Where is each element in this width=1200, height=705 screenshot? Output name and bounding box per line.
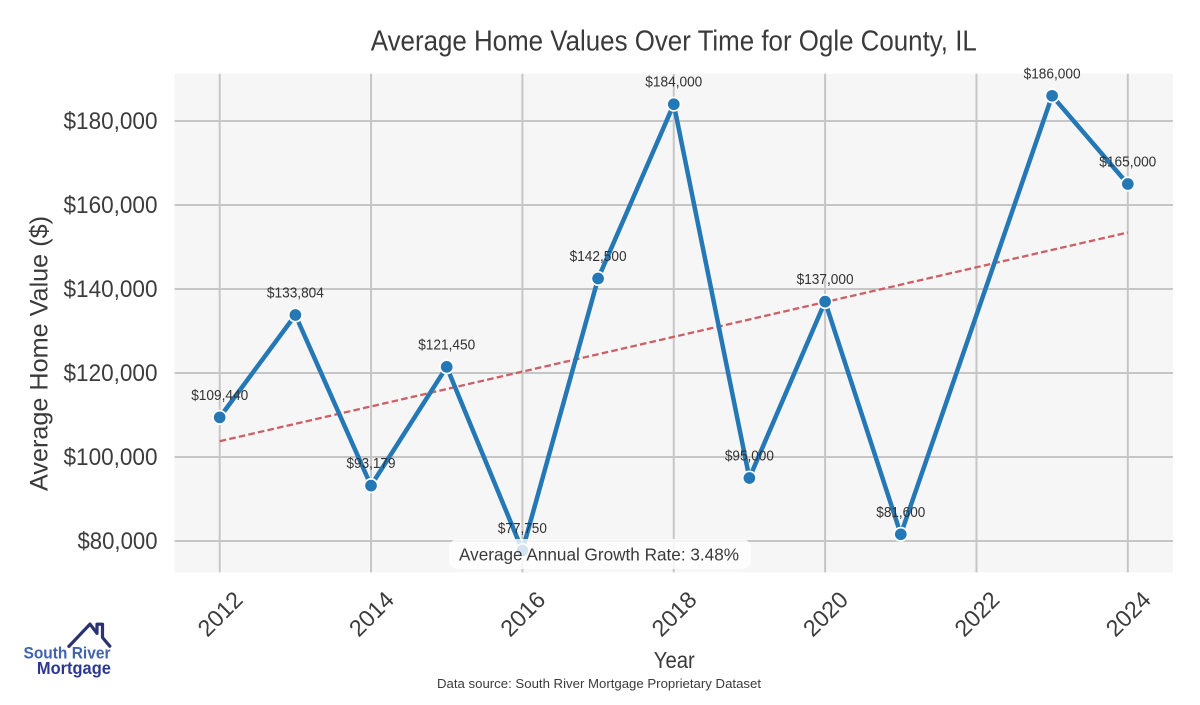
svg-text:Data source: South River Mortg: Data source: South River Mortgage Propri… — [437, 676, 761, 691]
svg-text:$180,000: $180,000 — [64, 108, 158, 135]
svg-text:$186,000: $186,000 — [1024, 65, 1081, 82]
svg-text:Year: Year — [654, 647, 695, 673]
svg-text:$80,000: $80,000 — [78, 528, 158, 555]
svg-text:Average Annual Growth Rate: 3.: Average Annual Growth Rate: 3.48% — [459, 545, 739, 565]
svg-text:$160,000: $160,000 — [64, 192, 158, 219]
svg-text:$77,750: $77,750 — [498, 520, 547, 537]
svg-text:Average Home Value ($): Average Home Value ($) — [26, 216, 54, 491]
svg-text:South River: South River — [24, 644, 112, 662]
svg-text:Average Home Values Over Time: Average Home Values Over Time for Ogle C… — [371, 26, 977, 58]
svg-text:$81,600: $81,600 — [876, 504, 925, 521]
svg-text:$93,179: $93,179 — [347, 455, 396, 472]
svg-text:$165,000: $165,000 — [1099, 154, 1156, 171]
svg-text:$140,000: $140,000 — [64, 276, 158, 303]
svg-text:$137,000: $137,000 — [797, 271, 854, 288]
svg-text:$133,804: $133,804 — [267, 285, 324, 302]
svg-text:$95,000: $95,000 — [725, 448, 774, 465]
svg-text:$109,440: $109,440 — [191, 387, 248, 404]
svg-text:$120,000: $120,000 — [64, 360, 158, 387]
svg-text:$142,500: $142,500 — [570, 248, 627, 265]
svg-text:$121,450: $121,450 — [418, 336, 475, 353]
svg-text:$184,000: $184,000 — [645, 74, 702, 91]
svg-text:$100,000: $100,000 — [64, 444, 158, 471]
svg-text:Mortgage: Mortgage — [37, 658, 111, 678]
